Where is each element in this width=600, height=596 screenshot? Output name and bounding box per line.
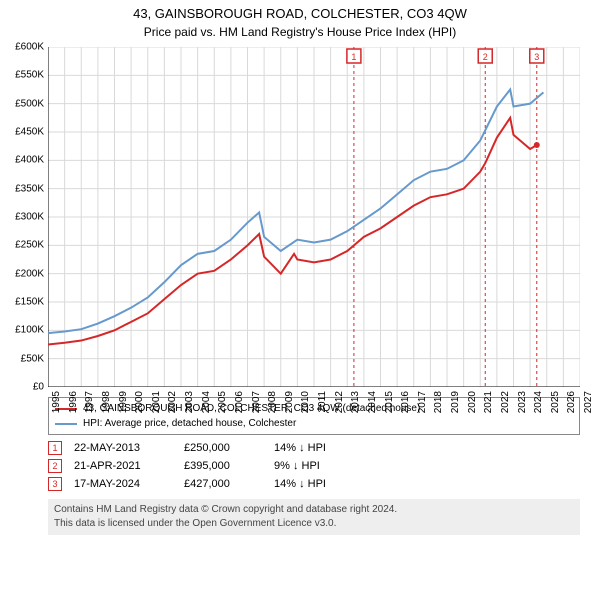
chart-svg: 1 2 3 <box>48 47 580 387</box>
x-axis-label: 1997 <box>84 391 95 413</box>
event-marker: 2 <box>48 459 62 473</box>
chart-area: £0£50K£100K£150K£200K£250K£300K£350K£400… <box>48 47 580 387</box>
x-axis-label: 2020 <box>467 391 478 413</box>
event-marker: 3 <box>48 477 62 491</box>
x-axis-label: 2011 <box>317 391 328 413</box>
footer-attribution: Contains HM Land Registry data © Crown c… <box>48 499 580 535</box>
footer-line2: This data is licensed under the Open Gov… <box>54 517 574 531</box>
event-row: 1 22-MAY-2013£250,00014% ↓ HPI <box>48 441 580 455</box>
chart-subtitle: Price paid vs. HM Land Registry's House … <box>0 25 600 39</box>
x-axis-label: 1996 <box>68 391 79 413</box>
x-axis-label: 2025 <box>550 391 561 413</box>
event-row: 3 17-MAY-2024£427,00014% ↓ HPI <box>48 477 580 491</box>
event-date: 21-APR-2021 <box>74 460 184 472</box>
event-pct: 14% ↓ HPI <box>274 478 326 490</box>
x-axis-label: 2001 <box>151 391 162 413</box>
y-axis-label: £400K <box>15 155 44 166</box>
x-axis-label: 2018 <box>433 391 444 413</box>
x-axis-label: 1999 <box>118 391 129 413</box>
x-axis-label: 2021 <box>483 391 494 413</box>
x-axis-label: 2017 <box>417 391 428 413</box>
x-axis-label: 2023 <box>517 391 528 413</box>
x-axis-label: 1998 <box>101 391 112 413</box>
y-axis-label: £250K <box>15 240 44 251</box>
legend-label: HPI: Average price, detached house, Colc… <box>83 416 296 431</box>
x-axis-label: 2002 <box>167 391 178 413</box>
event-date: 17-MAY-2024 <box>74 478 184 490</box>
footer-line1: Contains HM Land Registry data © Crown c… <box>54 503 574 517</box>
x-axis-label: 2013 <box>350 391 361 413</box>
svg-text:2: 2 <box>483 52 488 62</box>
x-axis-label: 2010 <box>300 391 311 413</box>
x-axis-label: 2014 <box>367 391 378 413</box>
legend-item: 43, GAINSBOROUGH ROAD, COLCHESTER, CO3 4… <box>55 401 573 416</box>
event-pct: 14% ↓ HPI <box>274 442 326 454</box>
event-row: 2 21-APR-2021£395,0009% ↓ HPI <box>48 459 580 473</box>
x-axis-label: 2009 <box>284 391 295 413</box>
event-table: 122-MAY-2013£250,00014% ↓ HPI221-APR-202… <box>48 441 580 491</box>
x-axis-label: 2019 <box>450 391 461 413</box>
y-axis-label: £550K <box>15 70 44 81</box>
y-axis-label: £500K <box>15 98 44 109</box>
y-axis-label: £600K <box>15 42 44 53</box>
x-axis-label: 1995 <box>51 391 62 413</box>
x-axis-label: 2026 <box>566 391 577 413</box>
y-axis-label: £200K <box>15 268 44 279</box>
event-price: £427,000 <box>184 478 274 490</box>
x-axis-label: 2012 <box>334 391 345 413</box>
y-axis-label: £450K <box>15 127 44 138</box>
y-axis-label: £100K <box>15 325 44 336</box>
y-axis-label: £0 <box>33 382 44 393</box>
y-axis-label: £350K <box>15 183 44 194</box>
x-axis-label: 2016 <box>400 391 411 413</box>
event-date: 22-MAY-2013 <box>74 442 184 454</box>
chart-title: 43, GAINSBOROUGH ROAD, COLCHESTER, CO3 4… <box>0 6 600 21</box>
event-price: £250,000 <box>184 442 274 454</box>
x-axis-label: 2005 <box>217 391 228 413</box>
x-axis-label: 2008 <box>267 391 278 413</box>
x-axis-label: 2007 <box>251 391 262 413</box>
legend-item: HPI: Average price, detached house, Colc… <box>55 416 573 431</box>
y-axis-label: £50K <box>21 353 44 364</box>
x-axis-label: 2027 <box>583 391 594 413</box>
x-axis-label: 2015 <box>384 391 395 413</box>
legend-swatch <box>55 423 77 425</box>
event-pct: 9% ↓ HPI <box>274 460 320 472</box>
x-axis-label: 2003 <box>184 391 195 413</box>
event-price: £395,000 <box>184 460 274 472</box>
svg-text:3: 3 <box>534 52 539 62</box>
event-marker: 1 <box>48 441 62 455</box>
x-axis-label: 2024 <box>533 391 544 413</box>
y-axis-label: £300K <box>15 212 44 223</box>
x-axis-label: 2004 <box>201 391 212 413</box>
y-axis-label: £150K <box>15 297 44 308</box>
x-axis-label: 2022 <box>500 391 511 413</box>
svg-text:1: 1 <box>351 52 356 62</box>
x-axis-label: 2000 <box>134 391 145 413</box>
x-axis-label: 2006 <box>234 391 245 413</box>
